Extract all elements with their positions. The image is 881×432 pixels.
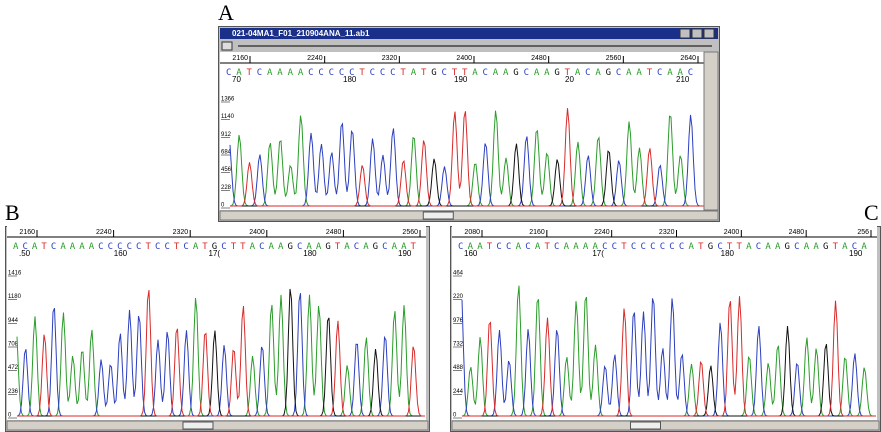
window-button[interactable] (704, 29, 714, 38)
ruler-label: 2160 (232, 55, 248, 62)
ruler-label: 2560 (402, 229, 418, 236)
ruler-label: 2640 (680, 55, 696, 62)
ruler-label: 2240 (307, 55, 323, 62)
window-title: 021-04MA1_F01_210904ANA_11.ab1 (232, 29, 370, 38)
ruler-label: 2320 (382, 55, 398, 62)
ruler-label: 2480 (326, 229, 342, 236)
base-position: 160 (464, 249, 478, 258)
y-tick-label: 488 (453, 365, 464, 371)
scroll-thumb[interactable] (631, 422, 661, 429)
y-tick-label: 732 (453, 342, 464, 348)
scrollbar[interactable] (452, 421, 879, 430)
page: {"panels": [ {"label": "A", "window_titl… (0, 0, 881, 432)
y-tick-label: 1416 (8, 271, 22, 277)
base-position: 17( (209, 249, 221, 258)
window-button[interactable] (692, 29, 702, 38)
y-tick-label: 472 (8, 365, 19, 371)
figure: A 021-04MA1_F01_210904ANA_11.ab1 2160 2240 2… (0, 0, 881, 432)
ruler-label: 2320 (173, 229, 189, 236)
y-tick-label: 976 (453, 318, 464, 324)
base-position: 190 (454, 75, 468, 84)
ruler-label: 2160 (19, 229, 35, 236)
base-position: .50 (19, 249, 31, 258)
y-tick-label: 912 (221, 132, 232, 138)
scrollbar[interactable] (220, 211, 718, 220)
scroll-thumb[interactable] (423, 212, 453, 219)
ruler-label: 2480 (789, 229, 805, 236)
base-position: 210 (676, 75, 690, 84)
y-tick-label: 220 (453, 294, 464, 300)
base-position: 190 (849, 249, 863, 258)
ruler-label: 2160 (529, 229, 545, 236)
y-tick-label: 1180 (8, 294, 22, 300)
ruler-label: 2240 (594, 229, 610, 236)
toolbar-button[interactable] (222, 42, 232, 50)
window-button[interactable] (680, 29, 690, 38)
base-position: 190 (398, 249, 412, 258)
scrollbar[interactable] (7, 421, 428, 430)
y-tick-label: 944 (8, 318, 19, 324)
ruler-label: 2080 (464, 229, 480, 236)
y-tick-label: 236 (8, 389, 19, 395)
ruler-label: 256 (857, 229, 869, 236)
y-tick-label: 1366 (221, 97, 235, 103)
base-position: 180 (721, 249, 735, 258)
base-position: 180 (303, 249, 317, 258)
base-position: 180 (343, 75, 357, 84)
ruler-label: 2400 (249, 229, 265, 236)
base-position: 70 (232, 75, 241, 84)
ruler-label: 2480 (531, 55, 547, 62)
y-tick-label: 456 (221, 167, 232, 173)
y-tick-label: 228 (221, 185, 232, 191)
base-position: 20 (565, 75, 574, 84)
base-position: 160 (114, 249, 128, 258)
ruler-label: 2560 (606, 55, 622, 62)
base-position: 17( (592, 249, 604, 258)
v-scrollbar[interactable] (704, 52, 718, 210)
panel-label: C (864, 200, 879, 225)
ruler-label: 2400 (456, 55, 472, 62)
y-tick-label: 464 (453, 271, 464, 277)
ruler-label: 2400 (724, 229, 740, 236)
panel-label: A (218, 0, 234, 25)
y-tick-label: 1140 (221, 114, 235, 120)
scroll-thumb[interactable] (183, 422, 213, 429)
y-tick-label: 244 (453, 389, 464, 395)
ruler-label: 2240 (96, 229, 112, 236)
ruler-label: 2320 (659, 229, 675, 236)
panel-label: B (5, 200, 20, 225)
